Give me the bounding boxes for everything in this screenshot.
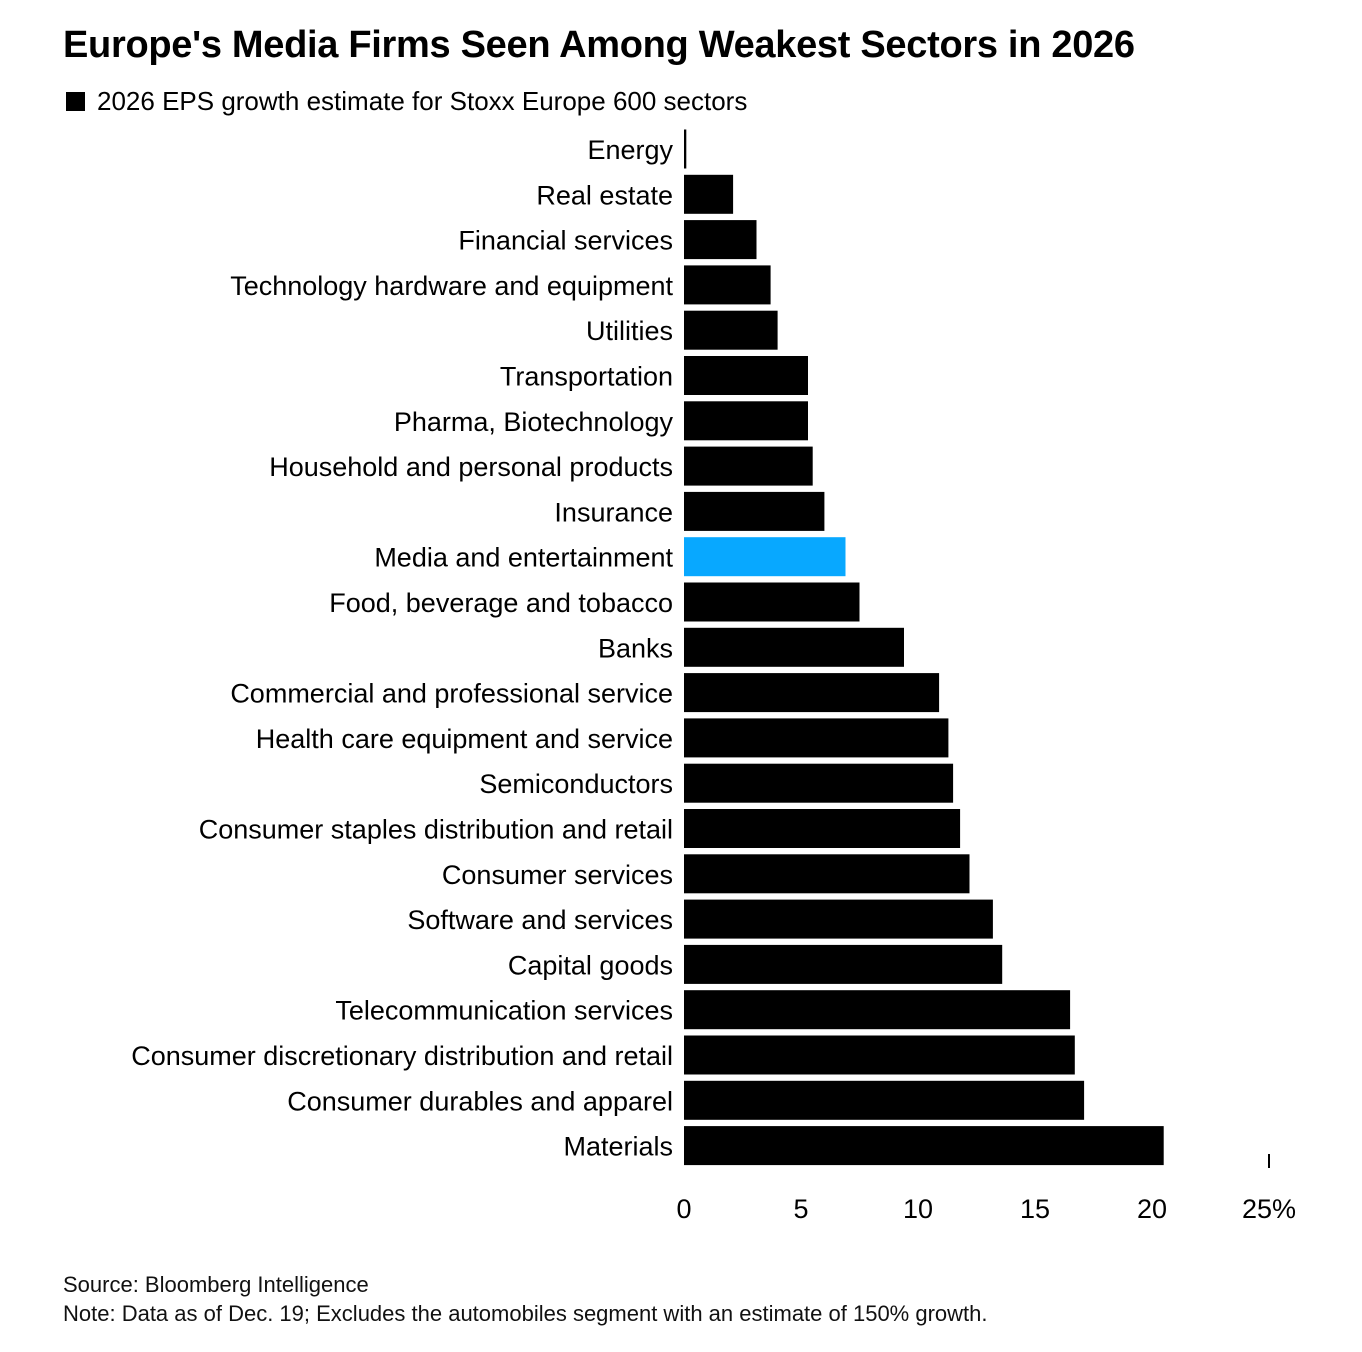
category-label: Pharma, Biotechnology [394, 407, 674, 437]
category-label: Commercial and professional service [230, 679, 673, 709]
bar-financial-services [684, 220, 757, 260]
x-tick-label: 20 [1137, 1194, 1167, 1224]
legend-label: 2026 EPS growth estimate for Stoxx Europ… [97, 86, 748, 116]
bar-commercial-and-professional-service [684, 673, 940, 713]
category-label: Consumer services [442, 860, 673, 890]
category-label: Consumer staples distribution and retail [199, 815, 673, 845]
bar-household-and-personal-products [684, 446, 813, 486]
source-note: Source: Bloomberg Intelligence [63, 1272, 369, 1297]
legend-swatch [66, 92, 85, 111]
category-label: Technology hardware and equipment [230, 271, 673, 301]
category-label: Materials [563, 1132, 673, 1162]
category-label: Media and entertainment [374, 543, 673, 573]
bar-real-estate [684, 174, 734, 214]
footnote: Note: Data as of Dec. 19; Excludes the a… [63, 1301, 988, 1326]
bar-media-and-entertainment [684, 537, 846, 577]
bar-technology-hardware-and-equipment [684, 265, 771, 305]
bars-group [684, 129, 1164, 1166]
category-label: Semiconductors [479, 769, 673, 799]
bar-health-care-equipment-and-service [684, 718, 949, 758]
category-label: Telecommunication services [335, 996, 673, 1026]
x-axis: 0 5 10 15 20 25% [676, 1154, 1296, 1224]
bar-consumer-services [684, 854, 970, 894]
category-label: Financial services [458, 226, 673, 256]
bar-utilities [684, 310, 778, 350]
chart-title: Europe's Media Firms Seen Among Weakest … [63, 24, 1135, 66]
category-label: Transportation [500, 362, 673, 392]
bar-consumer-discretionary-distribution-and-retail [684, 1035, 1075, 1075]
category-label: Capital goods [508, 950, 673, 980]
bar-transportation [684, 356, 808, 395]
category-label: Real estate [536, 180, 673, 210]
category-labels: Energy Real estate Financial services Techn… [131, 135, 673, 1162]
category-label: Software and services [407, 905, 673, 935]
x-tick-label: 25% [1242, 1194, 1296, 1224]
bar-pharma-biotechnology [684, 401, 808, 441]
x-tick-label: 5 [793, 1194, 808, 1224]
category-label: Food, beverage and tobacco [329, 588, 673, 618]
bar-consumer-staples-distribution-and-retail [684, 809, 961, 848]
bar-software-and-services [684, 899, 993, 939]
category-label: Energy [587, 135, 673, 165]
category-label: Consumer durables and apparel [287, 1086, 673, 1116]
bar-food-beverage-and-tobacco [684, 582, 860, 622]
category-label: Household and personal products [269, 452, 673, 482]
bar-semiconductors [684, 763, 954, 803]
bar-consumer-durables-and-apparel [684, 1080, 1085, 1120]
bar-capital-goods [684, 944, 1003, 984]
category-label: Consumer discretionary distribution and … [131, 1041, 673, 1071]
category-label: Health care equipment and service [256, 724, 673, 754]
category-label: Insurance [554, 497, 673, 527]
x-tick-label: 10 [903, 1194, 933, 1224]
x-tick-label: 15 [1020, 1194, 1050, 1224]
bar-telecommunication-services [684, 990, 1071, 1030]
x-tick-label: 0 [676, 1194, 691, 1224]
bar-energy [684, 129, 687, 169]
bar-materials [684, 1126, 1164, 1166]
bar-insurance [684, 491, 825, 531]
legend: 2026 EPS growth estimate for Stoxx Europ… [66, 86, 747, 117]
bar-banks [684, 627, 904, 667]
category-label: Utilities [586, 316, 673, 346]
category-label: Banks [598, 633, 673, 663]
